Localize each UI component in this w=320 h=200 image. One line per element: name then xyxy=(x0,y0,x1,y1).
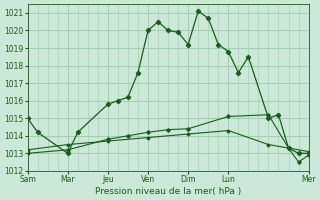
X-axis label: Pression niveau de la mer( hPa ): Pression niveau de la mer( hPa ) xyxy=(95,187,241,196)
